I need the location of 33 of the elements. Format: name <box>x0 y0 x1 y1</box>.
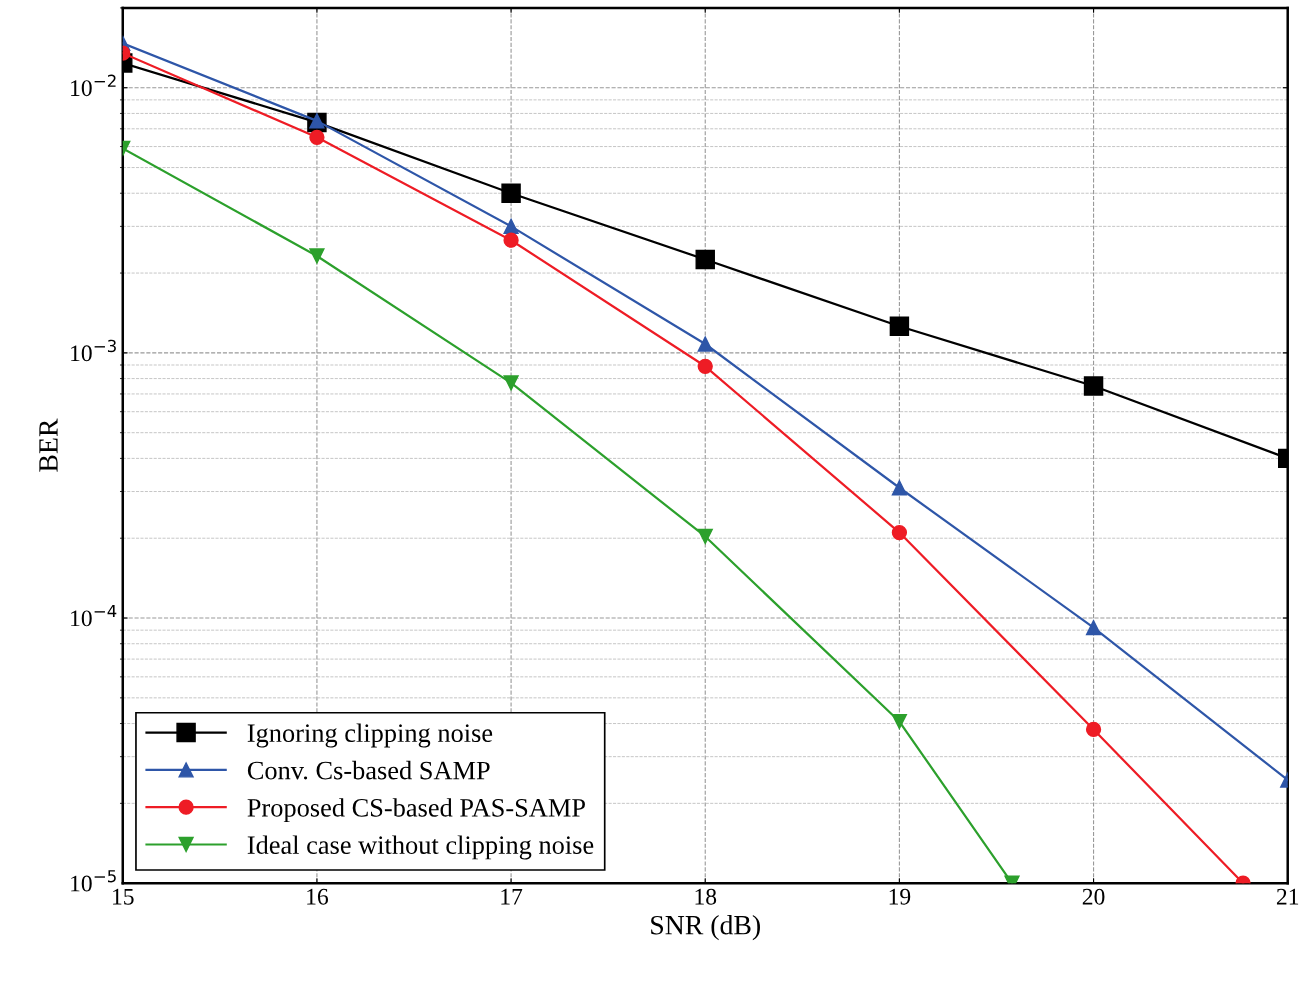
point <box>1085 721 1102 738</box>
legend-label: Proposed CS-based PAS-SAMP <box>247 798 585 823</box>
point <box>697 358 713 374</box>
point <box>503 232 519 248</box>
point <box>697 528 713 545</box>
point <box>891 524 908 541</box>
point <box>891 713 908 730</box>
x-tick-label: 21 <box>1276 888 1299 905</box>
legend-label: Ignoring clipping noise <box>247 723 493 748</box>
x-axis-title: SNR (dB) <box>651 915 760 941</box>
y-tick-label: 10$^{−4}$ <box>71 605 117 627</box>
legend-label: Conv. Cs-based SAMP <box>247 760 490 780</box>
point <box>889 316 910 336</box>
y-tick-label: 10$^{−3}$ <box>71 339 116 362</box>
legend-label: Ideal case without clipping noise <box>247 835 594 860</box>
point <box>1085 619 1102 636</box>
point <box>695 249 715 270</box>
point <box>503 218 519 235</box>
point <box>891 480 908 496</box>
point <box>503 375 519 391</box>
point <box>309 248 325 264</box>
x-tick-label: 18 <box>695 888 717 905</box>
point <box>501 183 521 203</box>
x-tick-label: 15 <box>113 888 134 905</box>
x-tick-label: 20 <box>1082 888 1105 905</box>
point <box>309 129 325 145</box>
y-axis-title: BER <box>39 418 58 472</box>
y-tick-label: 10$^{−2}$ <box>71 74 116 97</box>
point <box>697 336 713 352</box>
point <box>1083 376 1104 396</box>
x-tick-label: 16 <box>307 888 329 905</box>
x-tick-label: 17 <box>501 888 523 905</box>
x-tick-label: 19 <box>889 888 911 905</box>
